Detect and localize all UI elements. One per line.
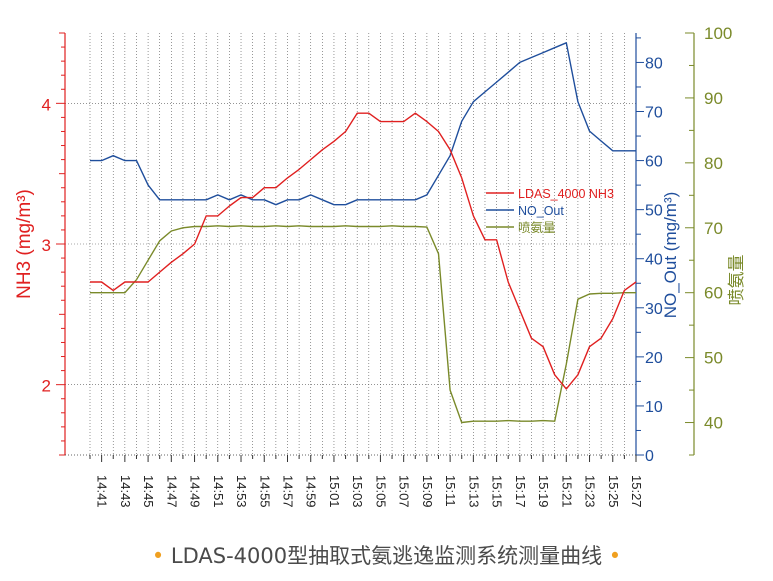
x-tick-label: 14:51 [211,475,226,508]
x-tick-label: 14:47 [164,475,179,508]
y-left-tick-label: 3 [42,236,51,255]
y-right2-tick-label: 70 [704,219,723,238]
y-right1-tick-label: 50 [645,203,663,220]
legend-label: 喷氨量 [518,221,556,235]
x-tick-label: 14:45 [141,475,156,508]
y-right1-tick-label: 60 [645,154,663,171]
x-tick-label: 15:13 [466,475,481,508]
series-line-2 [90,225,636,424]
y-right2-tick-label: 100 [704,24,732,43]
x-tick-label: 14:43 [118,475,133,508]
y-left-axis-label: NH3 (mg/m³) [14,189,35,299]
y-left-tick-label: 2 [42,377,51,396]
x-tick-label: 15:25 [606,475,621,508]
caption-dot-right: • [608,544,622,568]
legend-label: LDAS_4000 NH3 [518,187,614,201]
grid-lines [65,33,637,455]
legend-label: NO_Out [518,204,564,218]
x-tick-label: 14:57 [280,475,295,508]
x-tick-label: 15:21 [559,475,574,508]
x-tick-label: 15:27 [629,475,644,508]
legend: LDAS_4000 NH3 NO_Out 喷氨量 [486,187,614,235]
y-right1-tick-label: 30 [645,301,663,318]
x-tick-label: 15:11 [443,475,458,507]
x-tick-label: 14:59 [304,475,319,508]
x-tick-label: 15:17 [513,475,528,508]
y-right1-tick-label: 70 [645,105,663,122]
chart-caption: • LDAS-4000型抽取式氨逃逸监测系统测量曲线 • [0,540,773,570]
y-right1-axis-label: NO_Out (mg/m³) [661,192,680,319]
x-tick-label: 15:09 [420,475,435,508]
caption-text: LDAS-4000型抽取式氨逃逸监测系统测量曲线 [170,544,603,568]
y-right2-tick-label: 60 [704,284,723,303]
caption-dot-left: • [151,544,165,568]
series-lines [90,42,637,424]
series-line-0 [90,112,637,390]
series-line-1 [90,42,636,206]
y-right1-tick-label: 40 [645,252,663,269]
x-tick-label: 15:15 [490,475,505,508]
x-tick-label: 14:55 [257,475,272,508]
x-tick-label: 14:49 [188,475,203,508]
y-left-tick-label: 4 [42,95,51,114]
y-right2-tick-label: 90 [704,89,723,108]
x-tick-label: 14:53 [234,475,249,508]
x-tick-label: 15:19 [536,475,551,508]
x-tick-label: 15:05 [373,475,388,508]
x-tick-label: 15:01 [327,475,342,508]
y-right2-tick-label: 50 [704,349,723,368]
axes: 2 3 4 NH3 (mg/m³) 0 10 20 30 40 50 60 70 80 NO_Out (m… [14,24,747,508]
x-tick-label: 15:03 [350,475,365,508]
x-tick-label: 15:23 [583,475,598,508]
x-tick-label: 15:07 [397,475,412,508]
y-right2-axis-label: 喷氨量 [727,255,747,306]
y-right1-tick-label: 80 [645,55,663,72]
y-right1-tick-label: 20 [645,350,663,367]
y-right2-tick-label: 40 [704,414,723,433]
y-right1-tick-label: 0 [645,448,654,465]
x-tick-label: 14:41 [95,475,110,508]
y-right2-tick-label: 80 [704,154,723,173]
y-right1-tick-label: 10 [645,399,663,416]
